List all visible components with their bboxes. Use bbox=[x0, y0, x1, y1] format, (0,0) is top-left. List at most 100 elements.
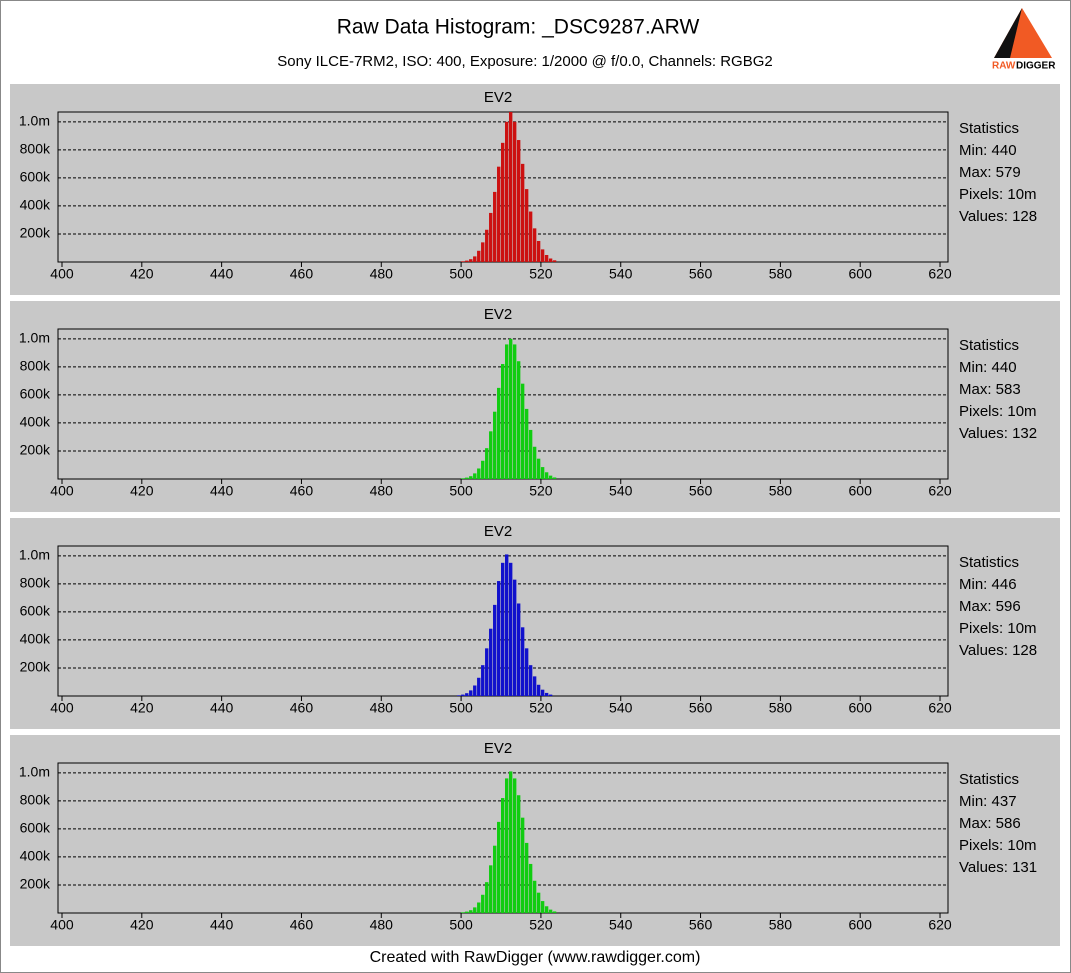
histogram-panel: EV2 200k 400k 600k 800k 1.0m 400 420 440 460 480 50… bbox=[10, 84, 1060, 295]
y-tick-label: 400k bbox=[20, 414, 51, 430]
x-tick-label: 500 bbox=[449, 483, 473, 499]
histogram-bar bbox=[493, 845, 497, 913]
histogram-bar bbox=[516, 140, 521, 262]
histogram-bar bbox=[489, 212, 493, 262]
x-tick-label: 540 bbox=[609, 483, 633, 499]
histogram-bar bbox=[504, 121, 509, 262]
histogram-bar bbox=[497, 166, 501, 262]
histogram-bar bbox=[524, 189, 529, 262]
histogram-bar bbox=[501, 562, 505, 696]
histogram-bar bbox=[461, 912, 465, 913]
statistics-line: Max: 583 bbox=[959, 381, 1021, 398]
histogram-bar bbox=[477, 902, 481, 913]
x-tick-label: 480 bbox=[370, 483, 394, 499]
histogram-bar bbox=[532, 228, 537, 262]
histogram-bar bbox=[548, 694, 553, 696]
x-tick-label: 560 bbox=[689, 700, 713, 716]
x-tick-label: 560 bbox=[689, 483, 713, 499]
histogram-bar bbox=[512, 344, 517, 479]
histogram-bar bbox=[481, 460, 485, 479]
histogram-panel: EV2 200k 400k 600k 800k 1.0m 400 420 440 460 480 50… bbox=[10, 518, 1060, 729]
histogram-bar bbox=[528, 863, 533, 913]
histogram-bar bbox=[536, 240, 541, 262]
y-tick-label: 1.0m bbox=[19, 764, 50, 780]
histogram-bar bbox=[497, 387, 501, 479]
y-tick-label: 400k bbox=[20, 848, 51, 864]
statistics-line: Values: 132 bbox=[959, 425, 1037, 442]
histogram-bar bbox=[540, 467, 545, 479]
histogram-bar bbox=[540, 689, 545, 696]
statistics-line: Min: 437 bbox=[959, 793, 1017, 810]
histogram-bar bbox=[540, 901, 545, 913]
histogram-bar bbox=[485, 648, 489, 696]
histogram-bar bbox=[548, 475, 553, 479]
histogram-bar bbox=[485, 229, 489, 262]
histogram-bar bbox=[465, 260, 469, 262]
y-tick-label: 1.0m bbox=[19, 547, 50, 563]
histogram-bar bbox=[508, 562, 513, 696]
histogram-bar bbox=[532, 880, 537, 913]
panel-title: EV2 bbox=[484, 523, 512, 540]
histogram-bar bbox=[477, 250, 481, 262]
histogram-bar bbox=[485, 882, 489, 913]
histogram-bar bbox=[477, 468, 481, 479]
y-tick-label: 1.0m bbox=[19, 330, 50, 346]
histogram-bar bbox=[552, 911, 557, 913]
y-tick-label: 800k bbox=[20, 792, 51, 808]
histogram-bar bbox=[465, 693, 469, 696]
x-tick-label: 420 bbox=[130, 483, 154, 499]
x-tick-label: 460 bbox=[290, 483, 314, 499]
histogram-bar bbox=[544, 254, 549, 262]
histogram-bar bbox=[493, 191, 497, 262]
histogram-bar bbox=[501, 798, 505, 913]
histogram-bar bbox=[473, 907, 477, 913]
histogram-panel: EV2 200k 400k 600k 800k 1.0m 400 420 440 460 480 50… bbox=[10, 301, 1060, 512]
x-tick-label: 480 bbox=[370, 266, 394, 282]
x-tick-label: 400 bbox=[50, 483, 74, 499]
x-tick-label: 500 bbox=[449, 700, 473, 716]
x-tick-label: 420 bbox=[130, 700, 154, 716]
histogram-bar bbox=[504, 554, 509, 696]
statistics-line: Min: 440 bbox=[959, 142, 1017, 159]
logo-raw: RAW bbox=[992, 61, 1016, 72]
histogram-bar bbox=[481, 894, 485, 913]
footer: Created with RawDigger (www.rawdigger.co… bbox=[370, 949, 701, 966]
statistics-line: Statistics bbox=[959, 337, 1019, 354]
y-tick-label: 600k bbox=[20, 603, 51, 619]
histogram-bar bbox=[508, 112, 513, 262]
histogram-bar bbox=[520, 163, 525, 262]
histogram-bar bbox=[493, 604, 497, 696]
histogram-bar bbox=[528, 665, 533, 696]
statistics-line: Max: 579 bbox=[959, 164, 1021, 181]
statistics-line: Statistics bbox=[959, 120, 1019, 137]
x-tick-label: 460 bbox=[290, 917, 314, 933]
histogram-bar bbox=[481, 242, 485, 262]
statistics-line: Values: 128 bbox=[959, 208, 1037, 225]
x-tick-label: 460 bbox=[290, 266, 314, 282]
histogram-bar bbox=[461, 478, 465, 479]
y-tick-label: 200k bbox=[20, 876, 51, 892]
x-tick-label: 600 bbox=[849, 917, 873, 933]
x-tick-label: 620 bbox=[928, 266, 952, 282]
y-tick-label: 400k bbox=[20, 631, 51, 647]
histogram-bar bbox=[469, 259, 473, 262]
histogram-bar bbox=[520, 383, 525, 479]
histogram-bar bbox=[497, 821, 501, 913]
histogram-bar bbox=[508, 338, 513, 479]
histogram-bar bbox=[489, 628, 493, 696]
statistics-line: Statistics bbox=[959, 554, 1019, 571]
logo-shade bbox=[994, 8, 1022, 58]
histogram-bar bbox=[524, 842, 529, 913]
x-tick-label: 520 bbox=[529, 917, 553, 933]
histogram-bar bbox=[552, 260, 557, 262]
y-tick-label: 600k bbox=[20, 169, 51, 185]
y-tick-label: 400k bbox=[20, 197, 51, 213]
histogram-bar bbox=[528, 429, 533, 479]
histogram-bar bbox=[493, 411, 497, 479]
histogram-bar bbox=[469, 910, 473, 913]
x-tick-label: 540 bbox=[609, 917, 633, 933]
histogram-bar bbox=[524, 408, 529, 479]
statistics-line: Values: 131 bbox=[959, 859, 1037, 876]
